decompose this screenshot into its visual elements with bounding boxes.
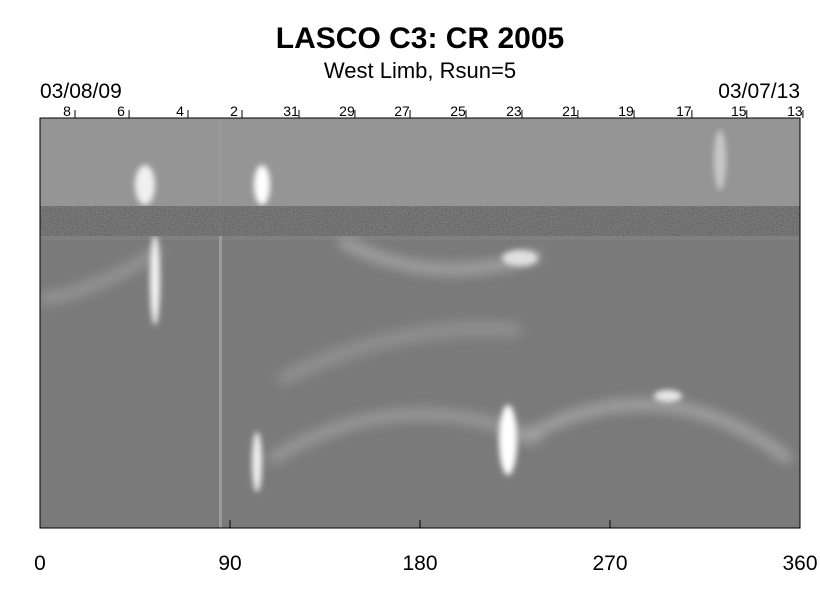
top-tick-label: 8 — [63, 103, 71, 119]
top-tick-label: 4 — [176, 103, 184, 119]
top-tick-label: 17 — [676, 103, 692, 119]
x-tick-label: 0 — [34, 552, 46, 575]
chart-title: LASCO C3: CR 2005 — [276, 22, 564, 55]
top-tick-label: 15 — [731, 103, 747, 119]
x-tick-label: 90 — [218, 552, 241, 575]
x-tick-label: 270 — [592, 552, 627, 575]
top-tick-label: 13 — [787, 103, 803, 119]
top-tick-label: 25 — [450, 103, 466, 119]
top-tick-label: 19 — [618, 103, 634, 119]
top-tick-label: 23 — [506, 103, 522, 119]
start-date: 03/08/09 — [40, 80, 122, 103]
top-tick-label: 29 — [339, 103, 355, 119]
top-tick-label: 27 — [394, 103, 410, 119]
x-tick-label: 180 — [402, 552, 437, 575]
top-tick-label: 21 — [562, 103, 578, 119]
end-date: 03/07/13 — [718, 80, 800, 103]
chart-subtitle: West Limb, Rsun=5 — [324, 58, 516, 83]
top-tick-label: 31 — [283, 103, 299, 119]
x-tick-label: 360 — [782, 552, 817, 575]
top-tick-label: 2 — [230, 103, 238, 119]
top-tick-label: 6 — [117, 103, 125, 119]
map-image — [40, 118, 800, 528]
